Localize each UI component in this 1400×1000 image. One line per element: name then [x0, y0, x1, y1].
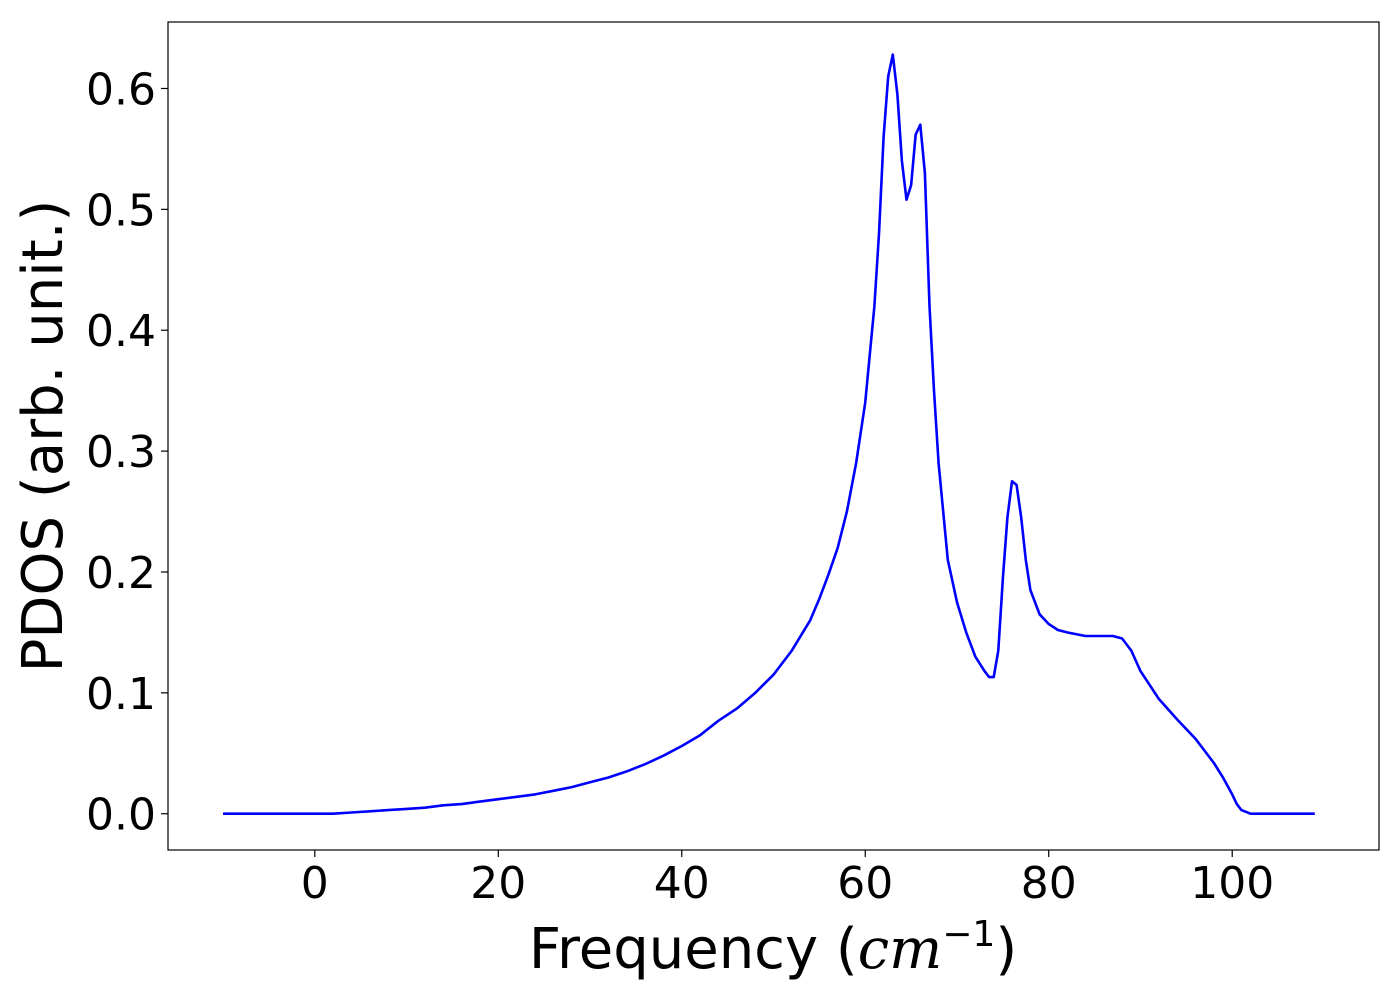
y-axis-label: PDOS (arb. unit.) [11, 200, 76, 673]
x-axis-label-text: Frequency ( [529, 917, 858, 982]
x-axis-label-close: ) [995, 917, 1017, 982]
y-tick-label: 0.5 [86, 185, 156, 236]
x-tick-label: 80 [1021, 858, 1077, 909]
x-tick-label: 100 [1190, 858, 1274, 909]
pdos-series-line [223, 53, 1315, 815]
x-axis-label: Frequency (cm−1) [529, 914, 1017, 982]
y-tick-label: 0.3 [86, 427, 156, 478]
plot-frame [167, 21, 1380, 851]
y-tick-label: 0.4 [86, 306, 156, 357]
x-tick-label: 40 [654, 858, 710, 909]
y-tick-label: 0.1 [86, 669, 156, 720]
y-tick-label: 0.6 [86, 64, 156, 115]
y-tick-label: 0.0 [86, 790, 156, 841]
y-axis: 0.0 0.1 0.2 0.3 0.4 0.5 0.6 [86, 64, 168, 841]
x-axis-label-unit: cm [858, 917, 942, 982]
x-axis: 0 20 40 60 80 100 [301, 850, 1274, 909]
x-tick-label: 20 [470, 858, 526, 909]
x-axis-label-exponent: −1 [942, 914, 995, 955]
x-tick-label: 60 [837, 858, 893, 909]
y-tick-label: 0.2 [86, 548, 156, 599]
x-tick-label: 0 [301, 858, 329, 909]
